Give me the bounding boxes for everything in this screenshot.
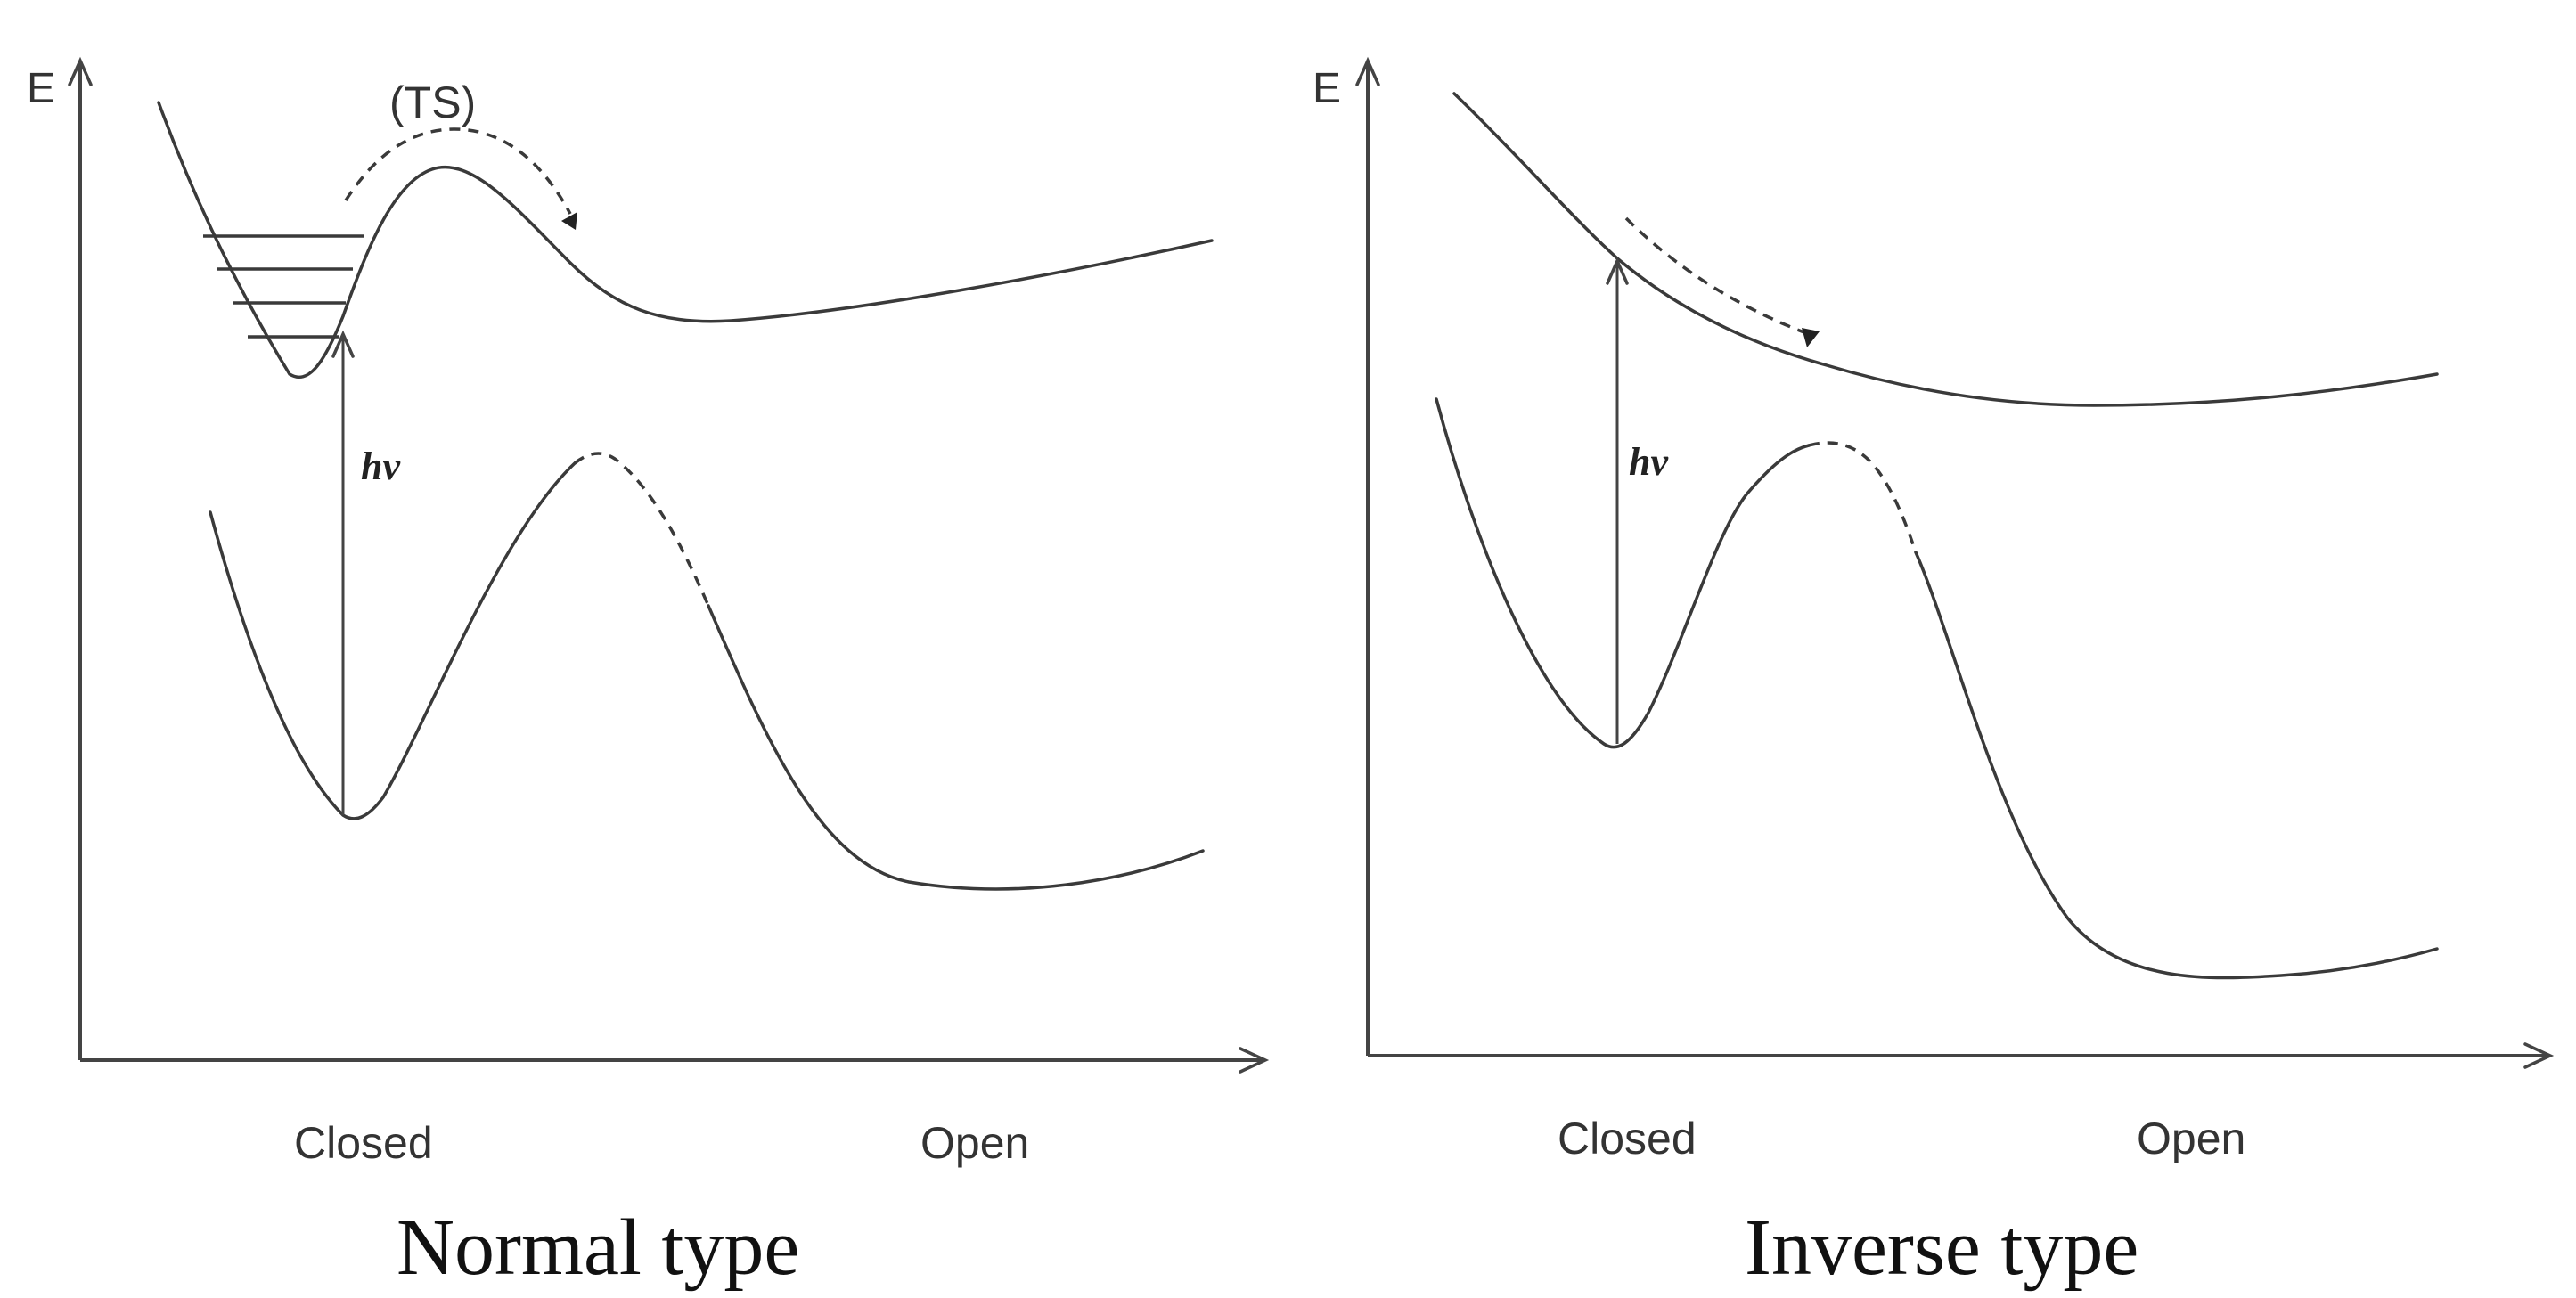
x-label-closed: Closed xyxy=(1558,1114,1697,1163)
axes-inverse xyxy=(1355,56,2555,1069)
caption: Normal type xyxy=(397,1204,799,1292)
photon-label: hν xyxy=(361,445,400,488)
photon-arrowhead xyxy=(1606,257,1629,285)
y-axis-label: E xyxy=(27,65,55,112)
ts-path-arrow xyxy=(344,127,572,215)
panel-inverse: E hν Closed Open Inverse type xyxy=(1313,56,2555,1292)
photon-arrowhead xyxy=(331,330,355,358)
panel-normal: E (TS) hν Closed Open Normal type xyxy=(27,56,1270,1292)
relaxation-arrowhead xyxy=(1802,328,1820,347)
axes-normal xyxy=(68,56,1270,1074)
excited-state-curve xyxy=(157,101,1214,380)
ground-state-curve xyxy=(1435,397,1811,749)
x-axis-arrow xyxy=(1239,1047,1270,1074)
ts-label: (TS) xyxy=(389,78,476,127)
caption: Inverse type xyxy=(1745,1204,2138,1292)
x-label-closed: Closed xyxy=(294,1118,433,1168)
x-axis-arrow xyxy=(2523,1042,2555,1069)
ground-state-curve-open xyxy=(1914,551,2439,980)
y-axis-label: E xyxy=(1313,65,1341,112)
x-label-open: Open xyxy=(920,1118,1029,1168)
ground-state-barrier-dashed xyxy=(1808,441,1918,553)
ground-state-curve-open xyxy=(707,604,1205,891)
x-label-open: Open xyxy=(2137,1114,2245,1163)
photon-label: hν xyxy=(1629,440,1668,484)
ts-arrowhead xyxy=(561,212,577,230)
y-axis-arrow xyxy=(68,56,93,86)
y-axis-arrow xyxy=(1355,56,1380,86)
ground-state-barrier-dashed xyxy=(573,452,710,607)
ground-state-curve xyxy=(209,461,577,820)
relaxation-path-arrow xyxy=(1624,216,1810,336)
excited-state-curve xyxy=(1452,92,2439,407)
vibrational-levels xyxy=(203,234,364,339)
